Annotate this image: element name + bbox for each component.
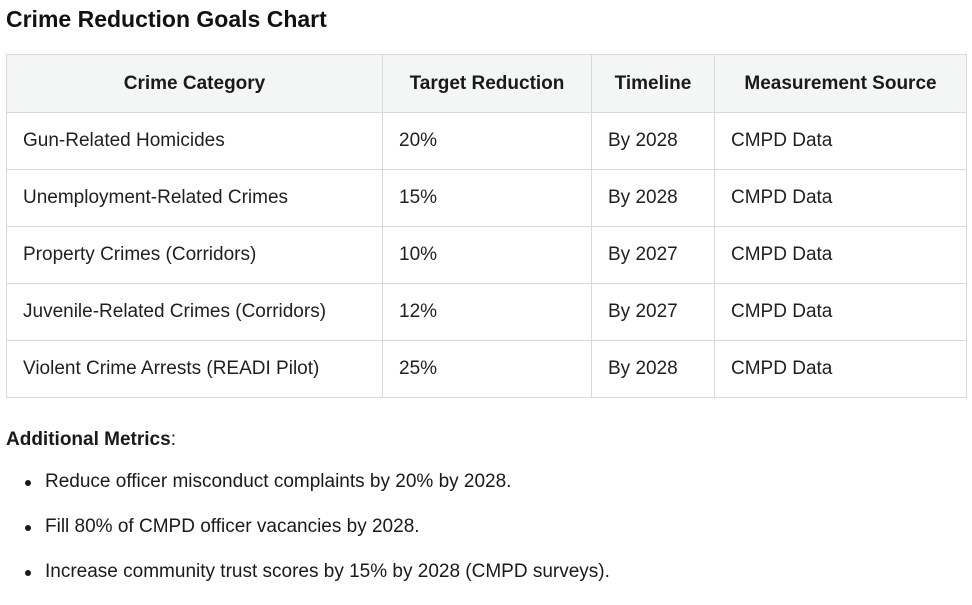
page-title: Crime Reduction Goals Chart	[6, 6, 327, 32]
heading-colon: :	[170, 429, 176, 450]
table-row: Gun-Related Homicides 20% By 2028 CMPD D…	[6, 112, 967, 170]
bullet-icon	[25, 480, 31, 486]
cell-target-reduction: 25%	[382, 340, 592, 398]
cell-target-reduction: 20%	[382, 112, 592, 170]
table-row: Violent Crime Arrests (READI Pilot) 25% …	[6, 340, 967, 398]
list-item: Fill 80% of CMPD officer vacancies by 20…	[25, 515, 610, 539]
cell-target-reduction: 12%	[382, 283, 592, 341]
list-item: Reduce officer misconduct complaints by …	[25, 470, 610, 494]
cell-crime-category: Unemployment-Related Crimes	[6, 169, 383, 227]
cell-crime-category: Juvenile-Related Crimes (Corridors)	[6, 283, 383, 341]
bullet-icon	[25, 570, 31, 576]
additional-metrics-heading-text: Additional Metrics	[6, 429, 171, 450]
cell-measurement-source: CMPD Data	[714, 112, 967, 170]
table-row: Unemployment-Related Crimes 15% By 2028 …	[6, 169, 967, 227]
cell-timeline: By 2028	[591, 340, 715, 398]
cell-measurement-source: CMPD Data	[714, 340, 967, 398]
header-target-reduction: Target Reduction	[382, 54, 592, 113]
cell-timeline: By 2027	[591, 283, 715, 341]
header-crime-category: Crime Category	[6, 54, 383, 113]
additional-metrics-list: Reduce officer misconduct complaints by …	[6, 470, 610, 605]
list-item-text: Fill 80% of CMPD officer vacancies by 20…	[45, 516, 420, 537]
cell-measurement-source: CMPD Data	[714, 283, 967, 341]
additional-metrics-heading: Additional Metrics:	[6, 428, 176, 452]
table-row: Property Crimes (Corridors) 10% By 2027 …	[6, 226, 967, 284]
cell-crime-category: Gun-Related Homicides	[6, 112, 383, 170]
cell-target-reduction: 10%	[382, 226, 592, 284]
cell-timeline: By 2027	[591, 226, 715, 284]
cell-crime-category: Property Crimes (Corridors)	[6, 226, 383, 284]
cell-target-reduction: 15%	[382, 169, 592, 227]
cell-measurement-source: CMPD Data	[714, 169, 967, 227]
bullet-icon	[25, 525, 31, 531]
list-item-text: Increase community trust scores by 15% b…	[45, 561, 610, 582]
cell-timeline: By 2028	[591, 169, 715, 227]
header-measurement-source: Measurement Source	[714, 54, 967, 113]
crime-goals-table: Crime Category Target Reduction Timeline…	[6, 54, 967, 398]
cell-measurement-source: CMPD Data	[714, 226, 967, 284]
table-row: Juvenile-Related Crimes (Corridors) 12% …	[6, 283, 967, 341]
cell-timeline: By 2028	[591, 112, 715, 170]
list-item: Increase community trust scores by 15% b…	[25, 560, 610, 584]
list-item-text: Reduce officer misconduct complaints by …	[45, 471, 512, 492]
table-header-row: Crime Category Target Reduction Timeline…	[6, 54, 967, 113]
header-timeline: Timeline	[591, 54, 715, 113]
cell-crime-category: Violent Crime Arrests (READI Pilot)	[6, 340, 383, 398]
